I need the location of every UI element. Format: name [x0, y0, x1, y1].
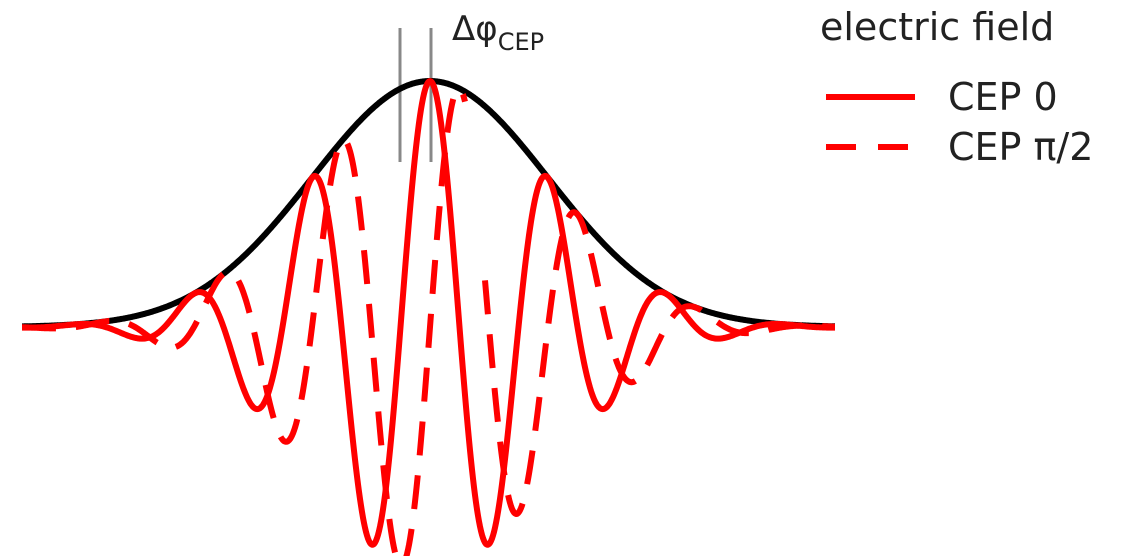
field-curve-cep-pi-2	[20, 85, 837, 556]
cep-delta-label: ΔφCEP	[452, 9, 544, 56]
cep-delta-symbol: Δφ	[452, 9, 498, 49]
field-curve-cep-0	[20, 78, 837, 548]
legend-label-cep-pi-2: CEP π/2	[948, 125, 1093, 169]
legend-title: electric field	[820, 5, 1054, 49]
cep-delta-subscript: CEP	[498, 28, 544, 56]
pulse-envelope-curve	[20, 78, 837, 330]
legend: electric field CEP 0 CEP π/2	[820, 5, 1093, 169]
legend-label-cep-0: CEP 0	[948, 75, 1058, 119]
